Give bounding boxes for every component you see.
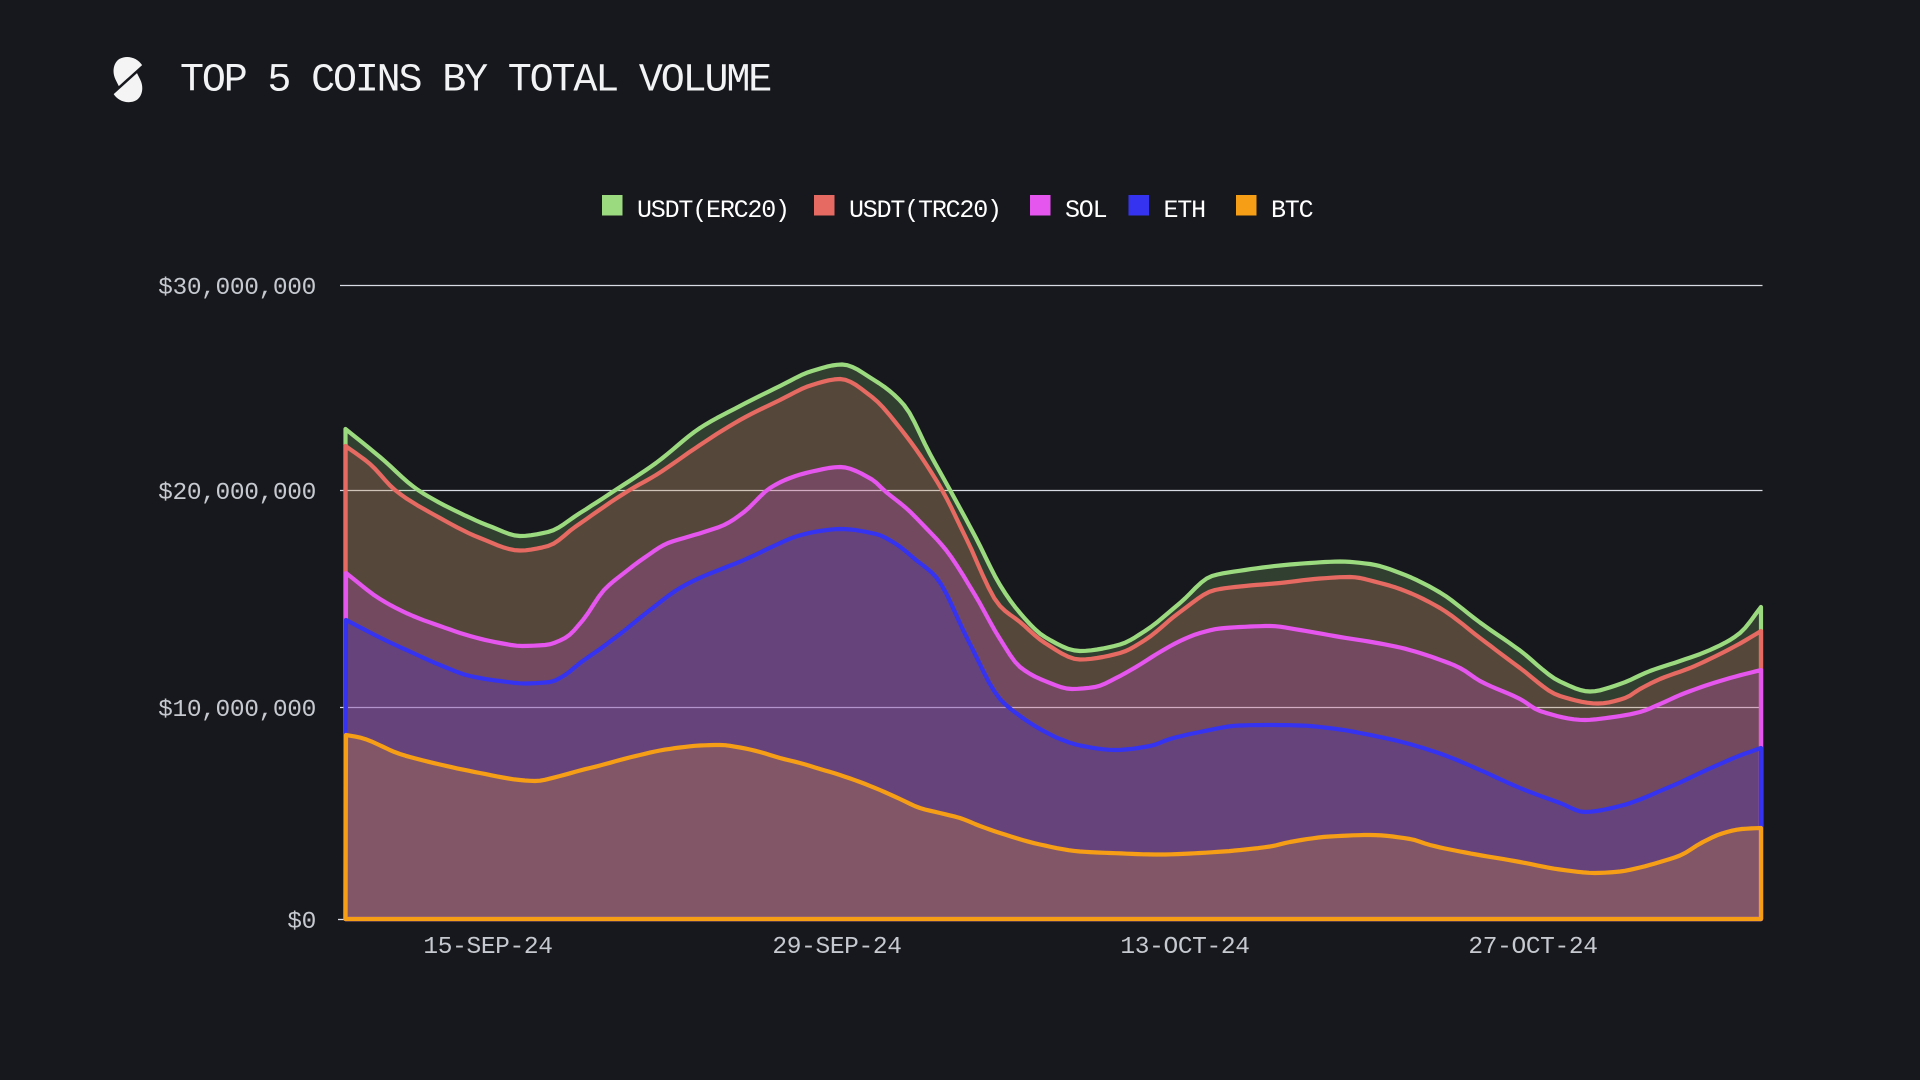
svg-text:13-OCT-24: 13-OCT-24 [1120,934,1249,961]
svg-text:BTC: BTC [1271,196,1313,225]
svg-text:USDT(ERC20): USDT(ERC20) [637,196,789,225]
svg-text:15-SEP-24: 15-SEP-24 [423,934,552,961]
svg-text:ETH: ETH [1164,196,1206,225]
svg-text:$10,000,000: $10,000,000 [158,697,316,724]
svg-text:$20,000,000: $20,000,000 [158,480,316,507]
svg-text:$30,000,000: $30,000,000 [158,275,316,302]
svg-text:27-OCT-24: 27-OCT-24 [1468,934,1597,961]
svg-text:TOP 5 COINS BY TOTAL VOLUME: TOP 5 COINS BY TOTAL VOLUME [180,59,770,104]
svg-text:USDT(TRC20): USDT(TRC20) [849,196,1001,225]
svg-text:SOL: SOL [1065,196,1107,225]
svg-text:$0: $0 [287,909,316,936]
svg-text:29-SEP-24: 29-SEP-24 [772,934,901,961]
